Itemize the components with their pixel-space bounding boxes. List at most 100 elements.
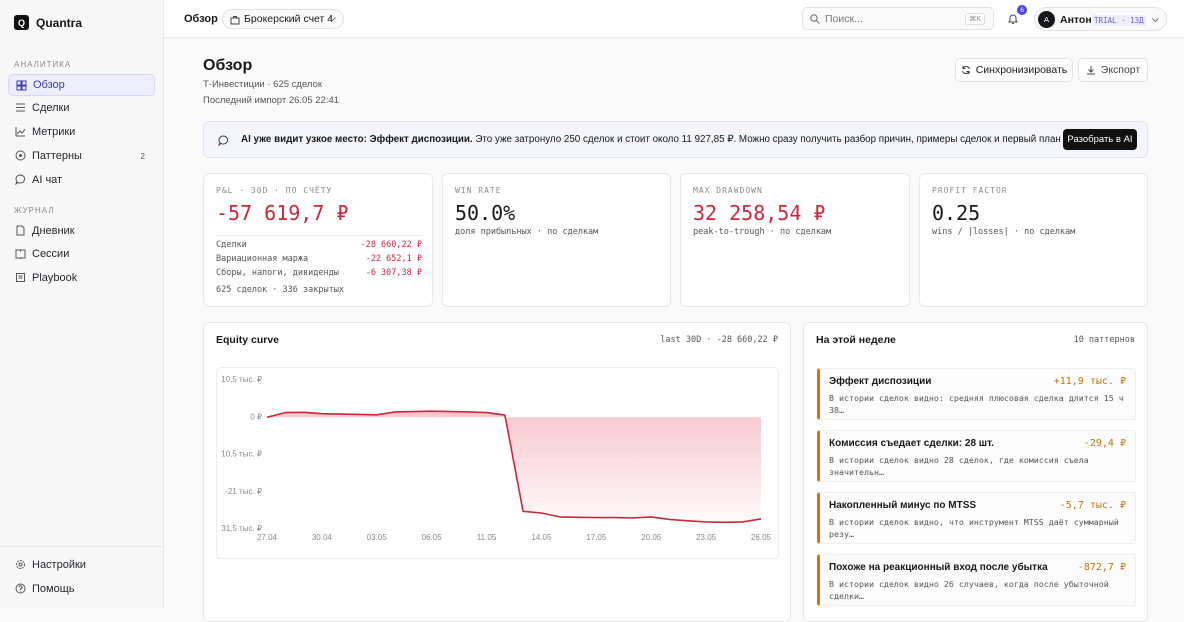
y-tick-label: 10,5 тыс. ₽	[221, 450, 262, 459]
notification-badge: 6	[1017, 5, 1027, 15]
x-tick-label: 14.05	[531, 533, 552, 542]
chevron	[329, 17, 336, 22]
icon	[15, 249, 26, 259]
chevron	[1152, 18, 1159, 23]
user-menu[interactable]: А Антон TRIAL · 13Д	[1034, 7, 1167, 31]
sidebar: Q Quantra АНАЛИТИКА Обзор Сделки Метрики…	[0, 0, 164, 608]
kpi-value: 32 258,54 ₽	[693, 201, 826, 225]
x-tick-label: 27.04	[257, 533, 278, 542]
account-name: Брокерский счет 4	[244, 13, 334, 25]
pattern-text: В истории сделок видно 26 случаев, когда…	[829, 579, 1109, 601]
icon	[15, 150, 26, 161]
banner-headline: AI уже видит узкое место: Эффект диспози…	[241, 134, 473, 145]
row-value: -22 652,1 ₽	[365, 254, 422, 264]
nav-label: Метрики	[32, 126, 76, 138]
icon	[16, 560, 25, 569]
pattern-title: Комиссия съедает сделки: 28 шт.	[829, 438, 994, 449]
nav-item[interactable]: Дневник	[8, 220, 155, 242]
ai-button[interactable]: Разобрать в AI	[1063, 129, 1137, 150]
x-tick-label: 06.05	[422, 533, 443, 542]
kpi-card: WIN RATE 50.0% доля прибыльных · по сдел…	[442, 173, 671, 307]
kpi-note: доля прибыльных · по сделкам	[455, 227, 599, 237]
nav-label: Помощь	[32, 583, 75, 595]
kpi-note: wins / |losses| · по сделкам	[932, 227, 1076, 237]
pattern-value: -872,7 ₽	[1077, 562, 1126, 573]
shortcut: ⌘K	[965, 13, 985, 25]
button-label: Синхронизировать	[975, 64, 1068, 76]
icon	[961, 66, 970, 74]
pattern-item[interactable]: Похоже на реакционный вход после убытка -…	[817, 554, 1136, 606]
banner-text: AI уже видит узкое место: Эффект диспози…	[241, 134, 1108, 145]
nav-label: Сделки	[32, 102, 70, 114]
nav-label: AI чат	[32, 174, 63, 186]
account-select[interactable]: Брокерский счет 4	[222, 9, 344, 29]
icon	[16, 103, 25, 112]
icon	[15, 583, 26, 594]
row-label: Сборы, налоги, дивиденды	[216, 268, 339, 278]
export-button[interactable]: Экспорт	[1078, 58, 1148, 82]
plan: TRIAL · 13Д	[1092, 15, 1146, 26]
button-label: Экспорт	[1100, 64, 1141, 76]
x-tick-label: 03.05	[367, 533, 388, 542]
nav-item[interactable]: Метрики	[8, 121, 155, 143]
chart-subtitle: last 30D · -28 660,22 ₽	[660, 335, 778, 345]
x-tick-label: 26.05	[751, 533, 772, 542]
nav-item[interactable]: Playbook	[8, 267, 155, 289]
section-title: ЖУРНАЛ	[14, 206, 55, 215]
search[interactable]: Поиск... ⌘K	[802, 7, 994, 30]
y-tick-label: 0 ₽	[250, 412, 262, 421]
pattern-value: -5,7 тыс. ₽	[1059, 500, 1126, 511]
kpi-row: Вариационная маржа -22 652,1 ₽	[216, 254, 422, 264]
equity-area	[267, 411, 761, 523]
nav-label: Дневник	[32, 225, 75, 237]
last-import: Последний импорт 26.05 22:41	[203, 95, 340, 106]
icon	[15, 174, 26, 185]
nav-item[interactable]: Сделки	[8, 97, 155, 119]
brand: Quantra	[36, 16, 83, 30]
x-tick-label: 17.05	[586, 533, 607, 542]
badge: 2	[140, 151, 145, 161]
kpi-card: MAX DRAWDOWN 32 258,54 ₽ peak-to-trough …	[680, 173, 910, 307]
nav-item[interactable]: AI чат	[8, 169, 155, 191]
bell[interactable]	[1007, 13, 1019, 25]
divider	[216, 235, 422, 236]
icon	[16, 225, 25, 236]
pattern-text: В истории сделок видно, что инструмент M…	[829, 517, 1119, 539]
user-name: Антон	[1060, 14, 1092, 26]
patterns-card: На этой неделе 10 паттернов Эффект диспо…	[803, 322, 1148, 622]
nav-label: Настройки	[32, 559, 86, 571]
kpi-card: P&L · 30D · ПО СЧЁТУ -57 619,7 ₽ Сделки -…	[203, 173, 433, 307]
pattern-item[interactable]: Эффект диспозиции +11,9 тыс. ₽ В истории с…	[817, 368, 1136, 420]
patterns-title: На этой неделе	[816, 334, 896, 346]
equity-line	[266, 410, 762, 524]
pattern-value: +11,9 тыс. ₽	[1053, 376, 1126, 387]
divider	[0, 546, 163, 547]
sync-button[interactable]: Синхронизировать	[955, 58, 1073, 82]
nav-label: Паттерны	[32, 150, 82, 162]
nav-item[interactable]: Помощь	[8, 578, 155, 600]
nav-label: Обзор	[33, 79, 65, 91]
equity-chart: 31,5 тыс. ₽ -21 тыс. ₽ 10,5 тыс. ₽ 0 ₽ 10,5 …	[221, 375, 772, 542]
avatar: А	[1038, 11, 1055, 28]
row-value: -28 660,22 ₽	[360, 240, 422, 250]
pattern-title: Похоже на реакционный вход после убытка	[829, 562, 1048, 573]
nav-item[interactable]: Обзор	[8, 74, 155, 96]
kpi-row: Сборы, налоги, дивиденды -6 307,38 ₽	[216, 268, 422, 278]
chart-title: Equity curve	[216, 334, 280, 346]
kpi-note: peak-to-trough · по сделкам	[693, 227, 832, 237]
banner-body: Это уже затронуло 250 сделок и стоит око…	[475, 134, 1109, 145]
page-meta: Т-Инвестиции · 625 сделок	[203, 79, 323, 90]
nav-item[interactable]: Паттерны 2	[8, 145, 155, 167]
pattern-item[interactable]: Комиссия съедает сделки: 28 шт. -29,4 ₽ В …	[817, 430, 1136, 482]
icon	[15, 127, 26, 137]
pattern-title: Накопленный минус по MTSS	[829, 500, 977, 511]
nav-item[interactable]: Настройки	[8, 554, 155, 576]
pattern-item[interactable]: Накопленный минус по MTSS -5,7 тыс. ₽ В ис…	[817, 492, 1136, 544]
row-label: Сделки	[216, 240, 247, 250]
header-title: Обзор	[184, 13, 218, 25]
kpi-label: P&L · 30D · ПО СЧЁТУ	[216, 186, 333, 195]
kpi-value: 0.25	[932, 201, 981, 225]
nav-item[interactable]: Сессии	[8, 243, 155, 265]
